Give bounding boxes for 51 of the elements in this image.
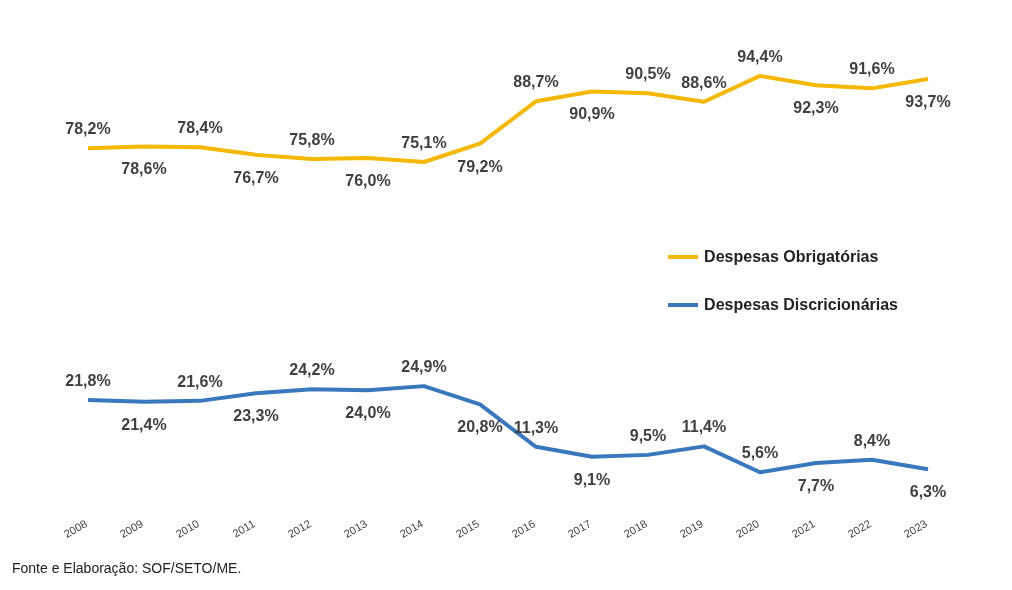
data-label: 20,8%: [457, 418, 503, 436]
data-label: 24,2%: [289, 361, 335, 379]
x-tick-label: 2020: [733, 517, 761, 540]
data-label: 76,7%: [233, 168, 279, 186]
data-label: 21,8%: [65, 371, 111, 389]
data-label: 76,0%: [345, 172, 391, 189]
data-label: 75,1%: [401, 134, 447, 152]
x-tick-label: 2018: [621, 517, 649, 540]
data-label: 8,4%: [853, 431, 891, 449]
x-tick-label: 2016: [509, 517, 537, 540]
data-label: 92,3%: [793, 99, 839, 117]
x-tick-label: 2015: [453, 517, 481, 540]
legend-label: Despesas Discricionárias: [703, 296, 898, 314]
data-label: 7,7%: [797, 476, 835, 494]
data-label: 79,2%: [457, 157, 503, 175]
legend-label: Despesas Obrigatórias: [703, 248, 880, 266]
x-tick-label: 2014: [397, 517, 425, 540]
data-label: 90,5%: [625, 65, 671, 83]
data-label: 88,6%: [681, 73, 727, 91]
data-label: 21,4%: [121, 415, 167, 433]
data-label: 24,0%: [345, 404, 391, 422]
data-label: 78,6%: [121, 160, 167, 178]
data-label: 90,9%: [569, 105, 615, 123]
data-label: 5,6%: [741, 444, 779, 462]
data-label: 11,3%: [513, 418, 559, 436]
data-label: 21,6%: [177, 372, 223, 390]
data-label: 9,5%: [629, 426, 667, 444]
data-label: 93,7%: [905, 92, 951, 110]
data-label: 11,4%: [681, 418, 727, 436]
data-label: 23,3%: [233, 407, 279, 425]
source-note: Fonte e Elaboração: SOF/SETO/ME.: [12, 560, 242, 576]
x-tick-label: 2012: [285, 517, 313, 540]
x-tick-label: 2019: [677, 517, 705, 540]
x-tick-label: 2010: [173, 517, 201, 540]
data-label: 91,6%: [849, 60, 895, 78]
data-label: 88,7%: [513, 73, 559, 91]
x-tick-label: 2023: [901, 517, 929, 540]
data-label: 78,4%: [177, 119, 223, 137]
x-tick-label: 2022: [845, 517, 873, 540]
data-label: 9,1%: [573, 470, 611, 488]
x-tick-label: 2009: [117, 517, 145, 540]
data-label: 75,8%: [289, 130, 335, 148]
x-tick-label: 2011: [230, 517, 257, 540]
x-tick-label: 2017: [565, 517, 593, 540]
data-label: 24,9%: [401, 358, 447, 376]
data-label: 94,4%: [737, 47, 783, 65]
x-tick-label: 2008: [61, 517, 89, 540]
x-tick-label: 2013: [341, 517, 369, 540]
data-label: 78,2%: [65, 120, 111, 138]
data-label: 6,3%: [909, 483, 947, 501]
x-tick-label: 2021: [789, 517, 817, 540]
